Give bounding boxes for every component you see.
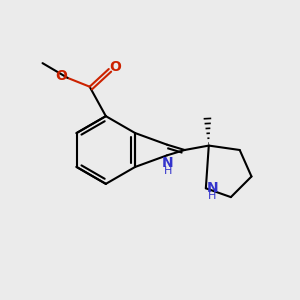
Text: H: H [164, 166, 172, 176]
Text: N: N [162, 156, 173, 170]
Text: O: O [55, 68, 67, 83]
Text: N: N [206, 181, 218, 195]
Text: O: O [109, 60, 121, 74]
Text: H: H [208, 191, 217, 201]
